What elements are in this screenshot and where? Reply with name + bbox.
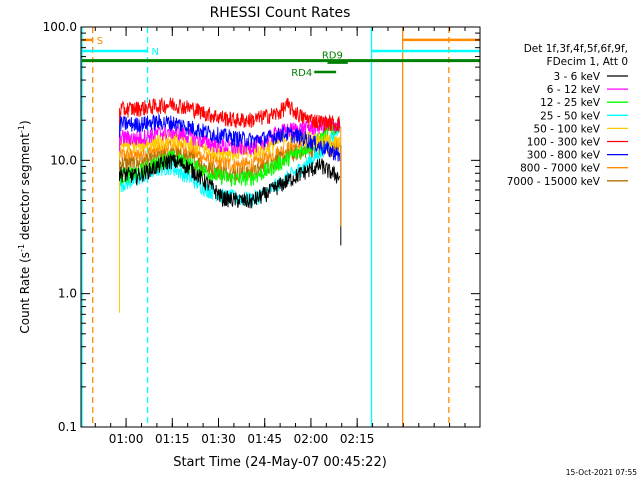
legend-entry-label: 100 - 300 keV xyxy=(527,137,601,149)
y-axis-label-part: ) xyxy=(18,120,32,125)
x-axis-ticks: 01:00 01:15 01:30 01:45 02:00 02:15 xyxy=(94,27,466,446)
legend-entry-label: 300 - 800 keV xyxy=(527,150,601,162)
decimation-flag-lines: RD4 RD9 xyxy=(82,51,480,79)
y-tick-label: 0.1 xyxy=(58,420,77,434)
attenuator-vertical-lines xyxy=(81,27,450,427)
x-axis-label: Start Time (24-May-07 00:45:22) xyxy=(173,455,387,470)
attenuator-state-lines: SN xyxy=(82,36,480,58)
series-line xyxy=(119,97,341,133)
y-axis-label-part: detector segment xyxy=(18,133,32,244)
x-tick-label: 01:15 xyxy=(155,432,190,446)
x-tick-label: 01:00 xyxy=(109,432,144,446)
state-label: S xyxy=(97,36,103,47)
series-line xyxy=(119,153,341,209)
rd9-label: RD9 xyxy=(322,51,343,62)
series-line xyxy=(119,117,341,156)
x-tick-label: 02:00 xyxy=(294,432,329,446)
y-axis-ticks: 0.1 1.0 10.0 100.0 xyxy=(43,20,480,434)
series-group xyxy=(119,97,342,313)
y-axis-label-part: Count Rate (s xyxy=(18,252,32,334)
legend-entry-label: 12 - 25 keV xyxy=(540,97,601,109)
legend-entry-label: 25 - 50 keV xyxy=(540,110,601,122)
y-tick-label: 1.0 xyxy=(58,287,77,301)
legend-entry-label: 6 - 12 keV xyxy=(547,84,601,96)
legend-entry-label: 800 - 7000 keV xyxy=(520,163,601,175)
legend-header-line: Det 1f,3f,4f,5f,6f,9f, xyxy=(524,43,628,55)
y-tick-label: 10.0 xyxy=(50,153,77,167)
legend-header-line: FDecim 1, Att 0 xyxy=(547,56,628,68)
legend: Det 1f,3f,4f,5f,6f,9f, FDecim 1, Att 0 3… xyxy=(507,43,628,188)
series-line xyxy=(119,113,341,162)
y-tick-label: 100.0 xyxy=(43,20,77,34)
rd4-label: RD4 xyxy=(291,68,312,79)
y-axis-label-exponent: -1 xyxy=(17,244,26,252)
chart-title: RHESSI Count Rates xyxy=(210,5,351,21)
y-axis-label-exponent: -1 xyxy=(17,125,26,133)
legend-entry-label: 50 - 100 keV xyxy=(533,123,600,135)
y-axis-label: Count Rate (s-1 detector segment-1) xyxy=(17,120,32,333)
x-tick-label: 01:45 xyxy=(247,432,282,446)
timestamp: 15-Oct-2021 07:55 xyxy=(566,468,637,477)
legend-entry-label: 3 - 6 keV xyxy=(553,71,600,83)
x-tick-label: 01:30 xyxy=(201,432,236,446)
x-tick-label: 02:15 xyxy=(340,432,375,446)
legend-entry-label: 7000 - 15000 keV xyxy=(507,176,601,188)
plot-frame xyxy=(80,26,481,428)
series-line xyxy=(119,141,341,184)
state-label: N xyxy=(152,47,159,58)
